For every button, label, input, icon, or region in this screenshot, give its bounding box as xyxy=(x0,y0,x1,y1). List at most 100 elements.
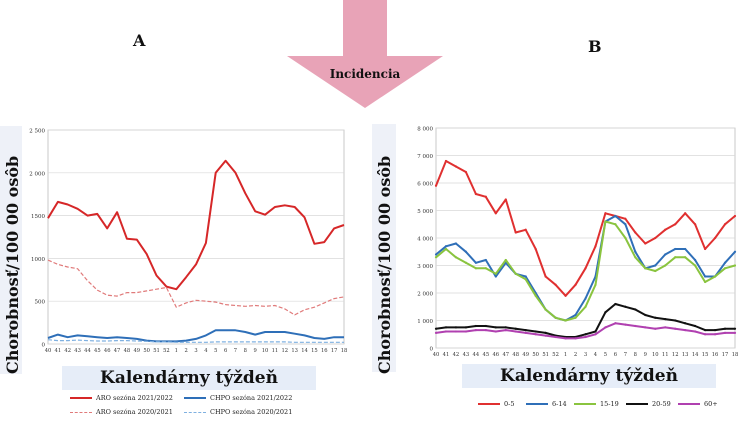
chart-1-series-0-point xyxy=(554,283,557,286)
chart-0-xtick-label: 6 xyxy=(224,348,227,354)
chart-1-series-0-point xyxy=(434,184,438,187)
chart-a-ylabel-band xyxy=(0,126,22,374)
chart-1-legend-label: 20-59 xyxy=(652,400,671,408)
chart-0-ytick-label: 0 xyxy=(42,343,46,349)
chart-1-series-3-point xyxy=(604,311,607,314)
chart-1-xtick-label: 13 xyxy=(682,352,689,358)
chart-1-xtick-label: 47 xyxy=(502,352,509,358)
chart-1-series-0-point xyxy=(713,236,717,240)
chart-1-series-3-point xyxy=(634,308,637,311)
chart-a-xlabel-band: Kalendárny týždeň xyxy=(62,366,316,390)
chart-1-series-2-point xyxy=(484,267,487,270)
chart-1-xtick-label: 5 xyxy=(604,352,607,358)
chart-1-series-2-point xyxy=(494,272,497,275)
chart-1-series-1-point xyxy=(704,275,707,278)
chart-1-series-3-point xyxy=(723,327,727,330)
chart-1-series-3-point xyxy=(664,318,667,321)
chart-1-series-2-point xyxy=(624,236,627,240)
chart-1-series-4-point xyxy=(584,335,587,339)
chart-1-xtick-label: 7 xyxy=(624,352,627,358)
chart-b-xlabel: Kalendárny týždeň xyxy=(500,366,678,386)
chart-1-ytick-label: 8 000 xyxy=(417,127,433,133)
chart-1-series-3-point xyxy=(474,324,477,328)
chart-0-series-1-line xyxy=(47,329,344,343)
chart-1-legend-swatch xyxy=(574,403,596,405)
chart-0-series-3-line xyxy=(47,339,344,343)
chart-1-series-4-point xyxy=(704,333,707,336)
chart-a-xlabel: Kalendárny týždeň xyxy=(100,368,278,388)
chart-1-ytick-label: 2 000 xyxy=(417,292,433,298)
chart-1-series-0-point xyxy=(444,159,448,163)
chart-1-series-1-point xyxy=(584,297,587,300)
chart-1-series-3-point xyxy=(704,329,707,332)
chart-1-xtick-label: 52 xyxy=(552,352,559,358)
chart-1-series-1-point xyxy=(484,258,487,262)
chart-0-xtick-label: 41 xyxy=(55,348,62,354)
chart-0-xtick-label: 10 xyxy=(262,348,269,354)
chart-1-series-4-point xyxy=(644,326,647,329)
chart-1-series-0-point xyxy=(604,212,607,215)
chart-1-xtick-label: 16 xyxy=(712,352,719,358)
chart-1-ytick-label: 5 000 xyxy=(417,209,433,215)
chart-1-xtick-label: 3 xyxy=(584,352,587,358)
chart-1-series-3-point xyxy=(544,331,547,334)
chart-1-series-0-point xyxy=(674,223,677,226)
chart-1-series-0-point xyxy=(574,283,577,286)
chart-1-series-3-point xyxy=(644,313,647,317)
chart-0-xtick-label: 5 xyxy=(214,348,217,354)
chart-1-series-0-point xyxy=(644,242,647,245)
chart-1-series-1-point xyxy=(524,275,527,278)
chart-1-series-4-point xyxy=(604,326,607,329)
chart-0-xtick-label: 42 xyxy=(64,348,71,354)
chart-1-series-2-point xyxy=(644,267,647,270)
chart-1-series-1-point xyxy=(654,264,657,267)
chart-0-legend-label: ARO sezóna 2021/2022 xyxy=(96,394,173,402)
chart-1-series-2-point xyxy=(554,316,557,319)
chart-1-series-4-point xyxy=(713,333,717,336)
chart-1-series-0-point xyxy=(733,214,737,218)
chart-0-xtick-label: 47 xyxy=(114,348,121,354)
chart-1-series-2-point xyxy=(464,261,467,264)
chart-1-xtick-label: 50 xyxy=(532,352,539,358)
chart-1-series-2-point xyxy=(534,294,537,297)
chart-0-legend-label: ARO sezóna 2020/2021 xyxy=(96,408,173,416)
chart-0-xtick-label: 44 xyxy=(84,348,91,354)
chart-1-series-3-point xyxy=(694,324,697,328)
chart-0-xtick-label: 40 xyxy=(45,348,52,354)
chart-1-xtick-label: 41 xyxy=(443,352,450,358)
chart-0-ytick-label: 500 xyxy=(35,300,46,306)
chart-1-xtick-label: 1 xyxy=(564,352,567,358)
chart-0-legend-swatch xyxy=(70,397,92,399)
chart-0-xtick-label: 51 xyxy=(153,348,160,354)
chart-0-xtick-label: 9 xyxy=(254,348,257,354)
chart-1-series-0-point xyxy=(524,228,527,231)
chart-1-xtick-label: 17 xyxy=(722,352,729,358)
chart-1-series-1-point xyxy=(454,242,458,245)
chart-1-series-4-point xyxy=(634,324,637,328)
chart-1-legend-item: 60+ xyxy=(678,400,718,408)
chart-1-series-2-point xyxy=(694,264,697,267)
chart-1-series-4-point xyxy=(614,322,617,325)
chart-1-series-3-point xyxy=(674,319,677,322)
chart-1-series-2-point xyxy=(584,305,587,308)
chart-1-series-4-point xyxy=(664,326,667,329)
chart-1-series-0-point xyxy=(534,247,537,251)
chart-1-series-4-point xyxy=(684,329,687,332)
chart-1-series-3-point xyxy=(514,327,517,330)
chart-1-series-4-point xyxy=(514,330,517,333)
chart-0-xtick-label: 43 xyxy=(74,348,81,354)
chart-1-series-2-point xyxy=(474,267,477,270)
chart-1-ytick-label: 7 000 xyxy=(417,154,433,160)
chart-1-series-3-point xyxy=(624,305,627,308)
chart-1-series-3-point xyxy=(504,326,507,329)
chart-1-series-3-point xyxy=(594,330,597,333)
chart-1-series-0-point xyxy=(484,195,487,198)
chart-1-series-4-point xyxy=(674,327,677,330)
chart-1-series-0-point xyxy=(634,231,637,234)
chart-1-xtick-label: 18 xyxy=(732,352,739,358)
chart-1-xtick-label: 8 xyxy=(634,352,637,358)
chart-1-series-3-point xyxy=(684,322,687,325)
chart-1-legend-label: 0-5 xyxy=(504,400,515,408)
chart-1-series-1-point xyxy=(634,250,637,253)
chart-1-series-2-point xyxy=(504,258,507,262)
